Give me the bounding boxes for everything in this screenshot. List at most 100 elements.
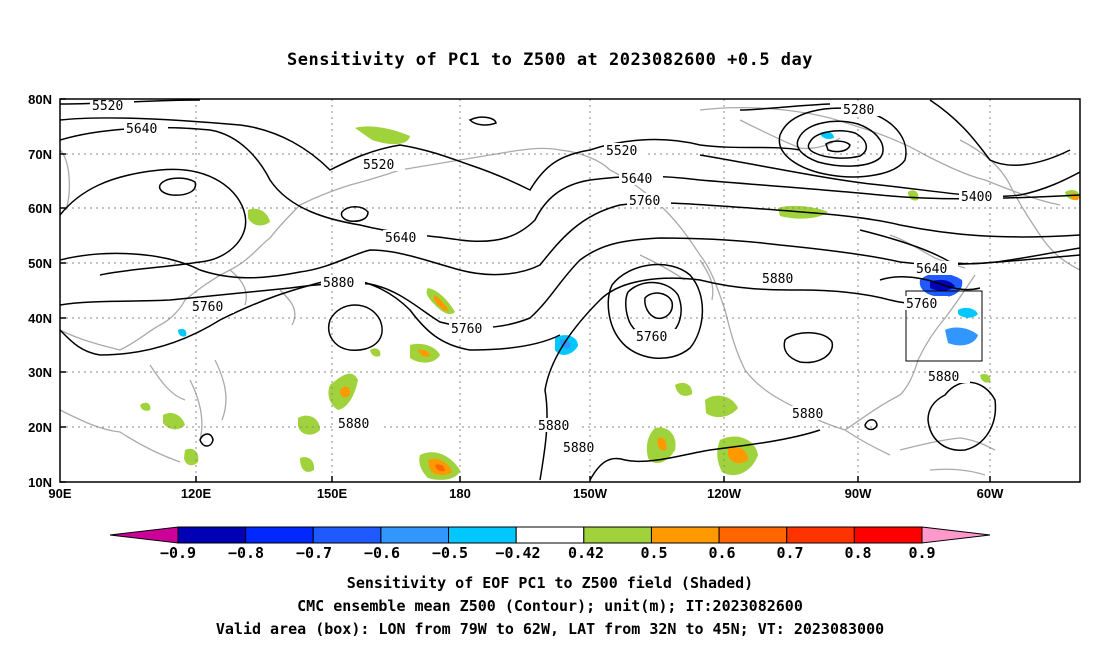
lon-label: 90W: [845, 486, 872, 501]
contour-5760-b: [60, 278, 561, 356]
contour-5280-outer: [778, 107, 907, 178]
graticule: [60, 99, 1080, 482]
colorbar-label: −0.8: [228, 544, 264, 562]
contour-5880-c: [589, 429, 821, 481]
contour-5280-2: [796, 120, 884, 167]
colorbar-label: −0.7: [296, 544, 332, 562]
contour-5880-south: [927, 381, 997, 451]
shade-pos-0.5: [908, 190, 919, 201]
lat-label: 50N: [28, 256, 52, 271]
shade-pos-0.5: [184, 448, 199, 466]
shade-pos-0.5: [248, 208, 270, 226]
contour-label: 5400: [961, 190, 992, 205]
contour-small-1: [158, 177, 197, 196]
colorbar-label: −0.9: [160, 544, 196, 562]
colorbar-label: 0.5: [640, 544, 667, 562]
colorbar-label: 0.6: [708, 544, 735, 562]
shade-pos-0.5: [163, 413, 185, 430]
colorbar-left-arrow: [109, 526, 179, 544]
contour-label: 5280: [843, 103, 874, 118]
contour-label: 5520: [363, 158, 394, 173]
shade-pos-0.5: [355, 126, 410, 145]
colorbar-label: 0.9: [908, 544, 935, 562]
shade-pos-0.6: [728, 446, 748, 464]
colorbar-right-arrow: [921, 526, 991, 544]
contour-5400: [699, 154, 1080, 198]
colorbar-swatch: [380, 526, 450, 544]
shade-pos-0.7: [435, 464, 445, 472]
colorbar-swatch: [448, 526, 517, 544]
lon-label: 120W: [707, 486, 742, 501]
contour-small-3: [468, 116, 497, 126]
colorbar-swatch: [583, 526, 652, 544]
contour-label: 5880: [338, 417, 369, 432]
contour-label: 5640: [385, 231, 416, 246]
contour-5760-a: [60, 202, 1080, 279]
contour-label: 5880: [323, 276, 354, 291]
contour-label: 5880: [792, 407, 823, 422]
contour-label: 5640: [621, 172, 652, 187]
shade-pos-0.6: [418, 349, 430, 357]
lon-label: 120E: [181, 486, 212, 501]
contour-label: 5760: [192, 300, 223, 315]
lat-label: 80N: [28, 92, 52, 107]
map-frame: [59, 98, 1081, 483]
shade-pos-0.6: [657, 437, 667, 451]
colorbar-labels: −0.9 −0.8 −0.7 −0.6 −0.5 −0.42 0.42 0.5 …: [160, 544, 936, 562]
colorbar-label: −0.6: [364, 544, 400, 562]
contour-label: 5880: [762, 272, 793, 287]
contour-5280-3: [807, 130, 867, 159]
contour-low-3: [644, 292, 674, 320]
contour-label: 5760: [636, 330, 667, 345]
contour-5760-e: [879, 276, 981, 291]
lon-label: 150E: [317, 486, 348, 501]
contour-5760-low: [607, 263, 704, 360]
shade-pos-0.5: [675, 382, 693, 396]
lat-label: 10N: [28, 475, 52, 490]
contour-label: 5880: [538, 419, 569, 434]
contour-label: 5520: [606, 144, 637, 159]
contour-5520: [60, 117, 801, 191]
contour-label: 5760: [451, 322, 482, 337]
caption-valid-area: Valid area (box): LON from 79W to 62W, L…: [215, 620, 885, 638]
contour-5880-high-e: [783, 332, 833, 364]
sensitivity-shading: [140, 126, 1080, 480]
shade-pos-0.5: [140, 402, 151, 411]
colorbar-swatch: [515, 526, 585, 544]
contour-5880-high: [328, 304, 383, 351]
colorbar-label: 0.7: [776, 544, 803, 562]
colorbar-swatch: [650, 526, 720, 544]
page-title: Sensitivity of PC1 to Z500 at 2023082600…: [286, 50, 813, 70]
contour-label: 5880: [928, 370, 959, 385]
colorbar-swatch: [312, 526, 382, 544]
contour-label-group: 5520 5640 5520 5640 5760 5880 5760 5520 …: [90, 98, 1003, 456]
lat-label: 30N: [28, 365, 52, 380]
shade-pos-0.5: [300, 457, 315, 472]
contour-5400-e: [929, 99, 1071, 166]
colorbar-swatch: [718, 526, 788, 544]
caption-contour: CMC ensemble mean Z500 (Contour); unit(m…: [297, 597, 803, 615]
colorbar-label: −0.5: [432, 544, 468, 562]
shade-neg-0.42: [958, 307, 978, 318]
contour-label: 5760: [906, 297, 937, 312]
shade-pos-0.6: [340, 386, 350, 398]
colorbar-label: 0.42: [568, 544, 604, 562]
contour-5640-w: [60, 168, 247, 276]
contour-small-4: [199, 433, 214, 447]
contour-upper: [739, 103, 831, 111]
lat-label: 70N: [28, 147, 52, 162]
colorbar-swatch: [177, 526, 247, 544]
lon-label: 90E: [48, 486, 71, 501]
shade-neg-0.5: [945, 327, 978, 346]
colorbar-label: −0.42: [495, 544, 540, 562]
contour-5640: [60, 126, 1080, 243]
colorbar: −0.9 −0.8 −0.7 −0.6 −0.5 −0.42 0.42 0.5 …: [109, 526, 991, 562]
shade-pos-0.5: [705, 395, 738, 418]
longitude-labels: 90E 120E 150E 180 150W 120W 90W 60W: [48, 486, 1004, 501]
lat-label: 40N: [28, 311, 52, 326]
contour-5880-a: [60, 237, 1080, 329]
colorbar-swatch: [245, 526, 314, 544]
contour-5880-b: [539, 277, 946, 481]
shade-pos-0.5: [980, 373, 991, 383]
